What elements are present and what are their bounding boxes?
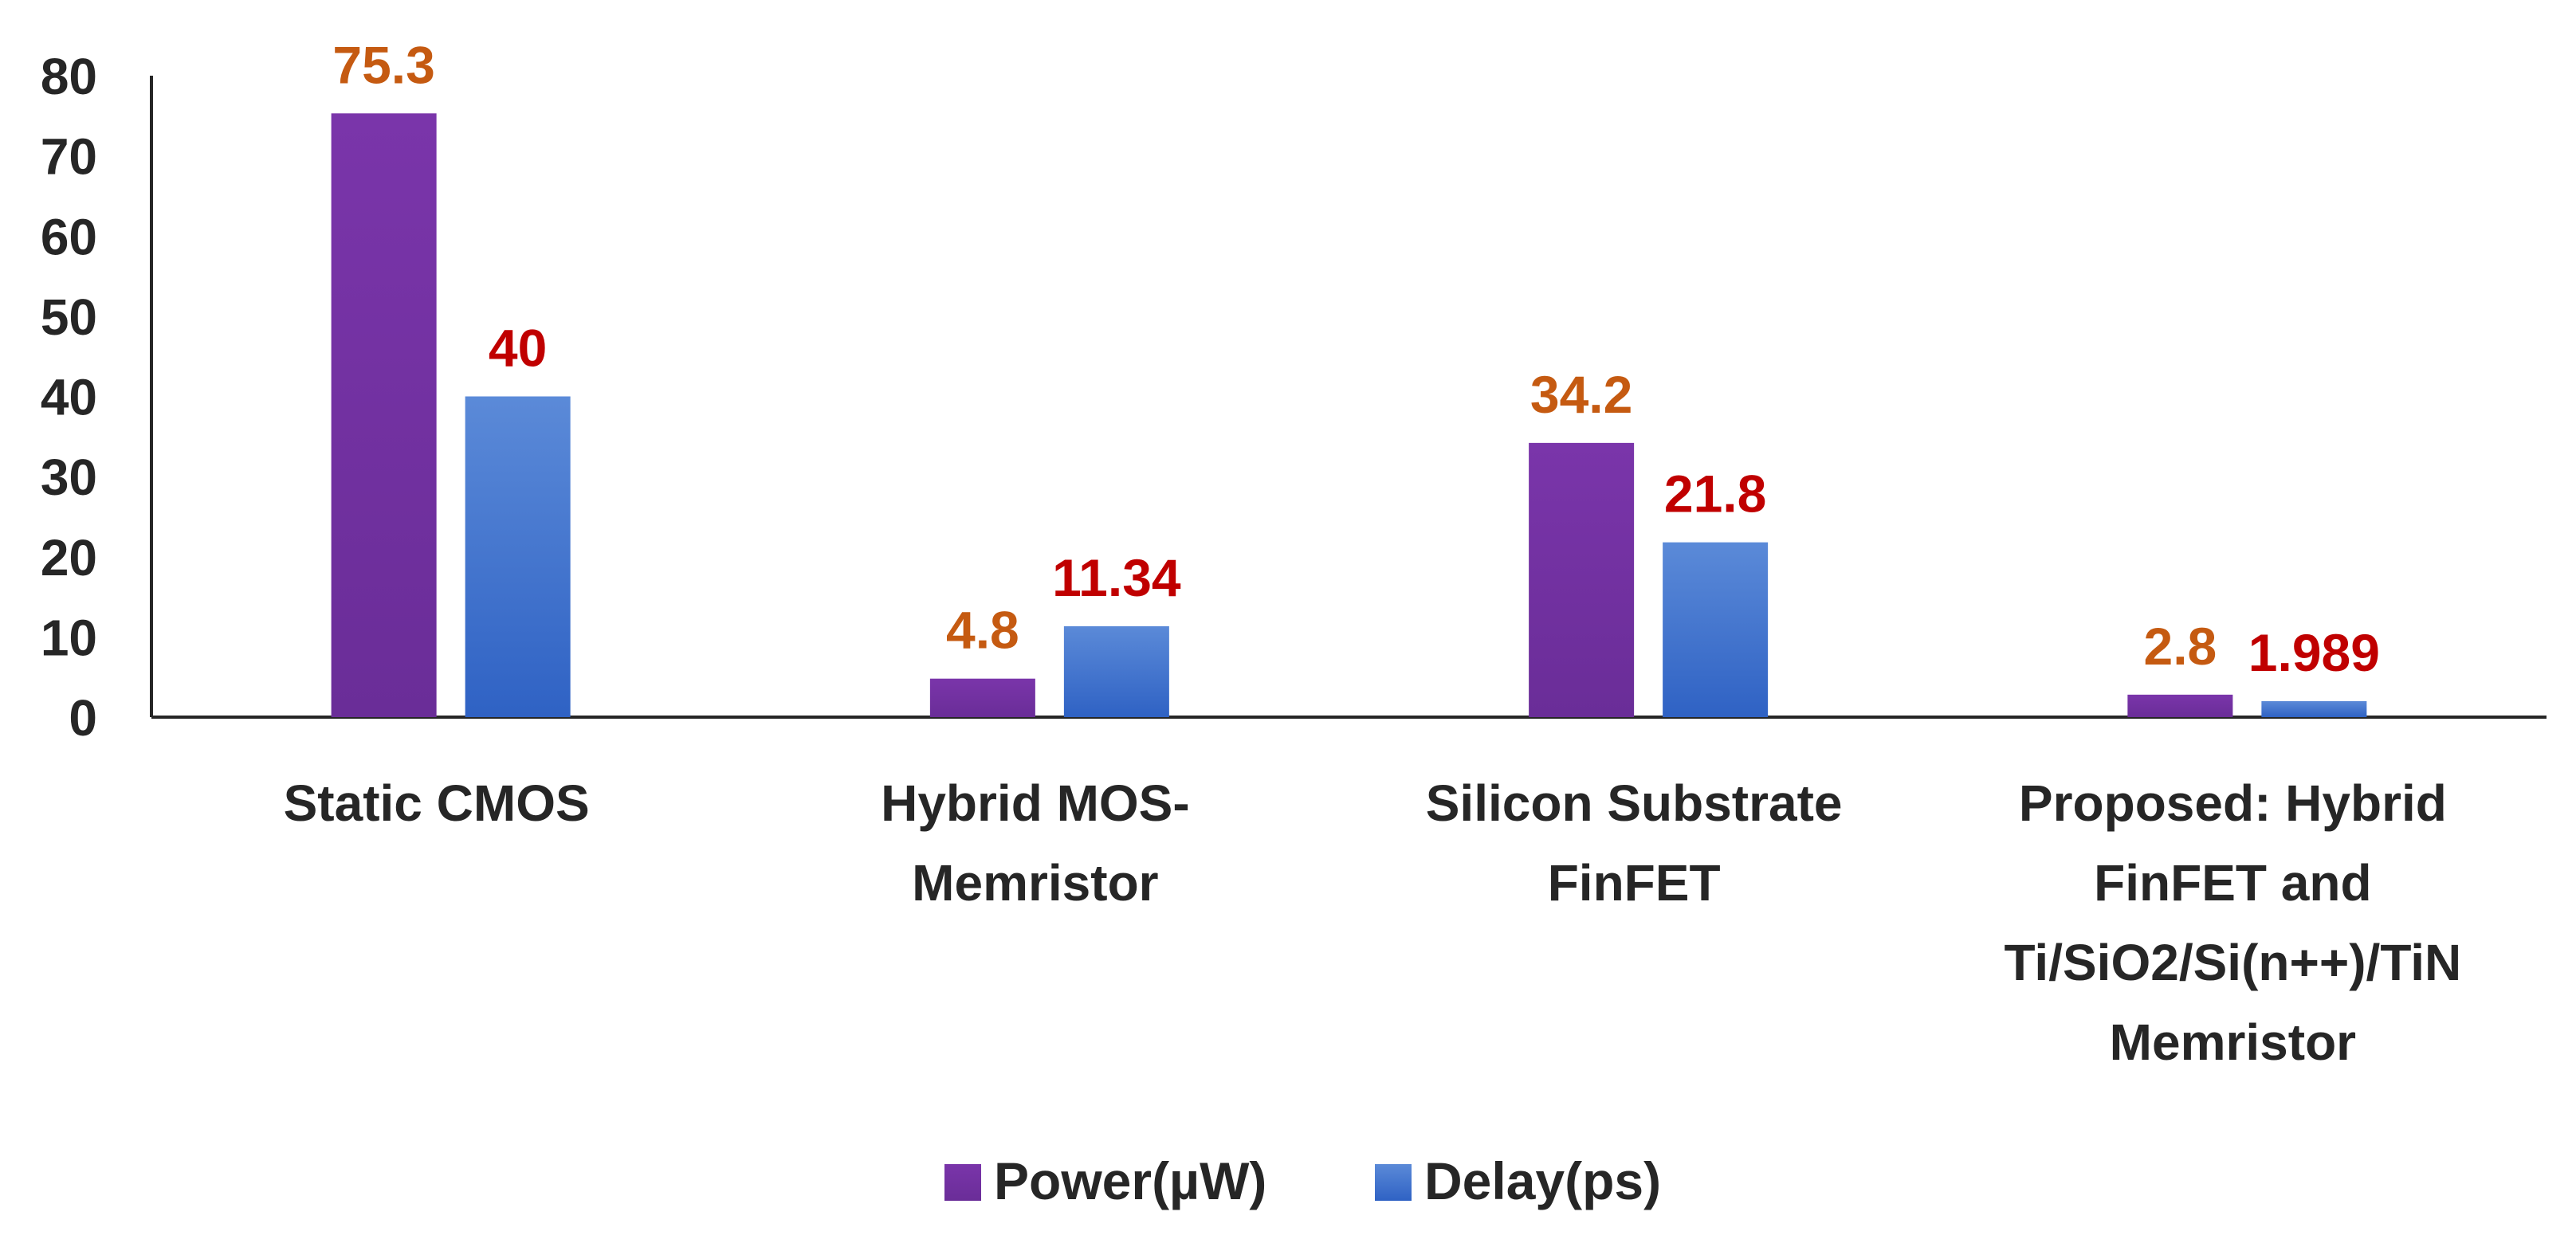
category-labels: Static CMOS Hybrid MOS-Memristor Silicon S… (284, 774, 2462, 1071)
legend-label: Delay(ps) (1424, 1151, 1661, 1210)
bar-power (1529, 442, 1635, 717)
y-tick-labels: 0 10 20 30 40 50 60 70 80 (41, 48, 97, 747)
data-label-power: 75.3 (332, 35, 434, 94)
legend-label: Power(µW) (994, 1151, 1266, 1210)
data-label-power: 34.2 (1530, 365, 1632, 424)
bar-delay (465, 396, 571, 717)
data-label-delay: 40 (489, 319, 547, 378)
y-tick-label: 20 (41, 529, 97, 586)
y-tick-label: 10 (41, 609, 97, 666)
y-tick-label: 40 (41, 369, 97, 426)
category-label: Silicon Substrate FinFET (1426, 774, 1843, 912)
bar-power (331, 113, 437, 717)
category-label: Static CMOS (284, 774, 590, 832)
y-tick-label: 0 (69, 689, 97, 747)
y-tick-label: 60 (41, 208, 97, 265)
legend: Power(µW) Delay(ps) (944, 1151, 1661, 1210)
y-tick-label: 50 (41, 288, 97, 346)
data-label-power: 4.8 (946, 601, 1019, 660)
bars (331, 113, 2367, 717)
data-label-power: 2.8 (2144, 617, 2217, 676)
legend-swatch (1375, 1164, 1412, 1201)
data-labels: 75.3 40 4.8 11.34 34.2 21.8 2.8 1.989 (332, 35, 2380, 682)
y-tick-label: 70 (41, 128, 97, 186)
legend-swatch (944, 1164, 981, 1201)
data-label-delay: 1.989 (2248, 623, 2380, 682)
data-label-delay: 21.8 (1664, 465, 1766, 523)
y-tick-label: 80 (41, 48, 97, 105)
y-tick-label: 30 (41, 449, 97, 506)
bar-power (929, 678, 1035, 717)
category-label: Hybrid MOS-Memristor (881, 774, 1190, 912)
data-label-delay: 11.34 (1052, 548, 1181, 607)
bar-delay (1663, 542, 1769, 717)
category-label: Proposed: Hybrid FinFET and Ti/SiO2/Si(n++… (2004, 774, 2461, 1071)
bar-power (2127, 694, 2233, 717)
bar-delay (2261, 700, 2367, 717)
bar-delay (1063, 625, 1169, 717)
